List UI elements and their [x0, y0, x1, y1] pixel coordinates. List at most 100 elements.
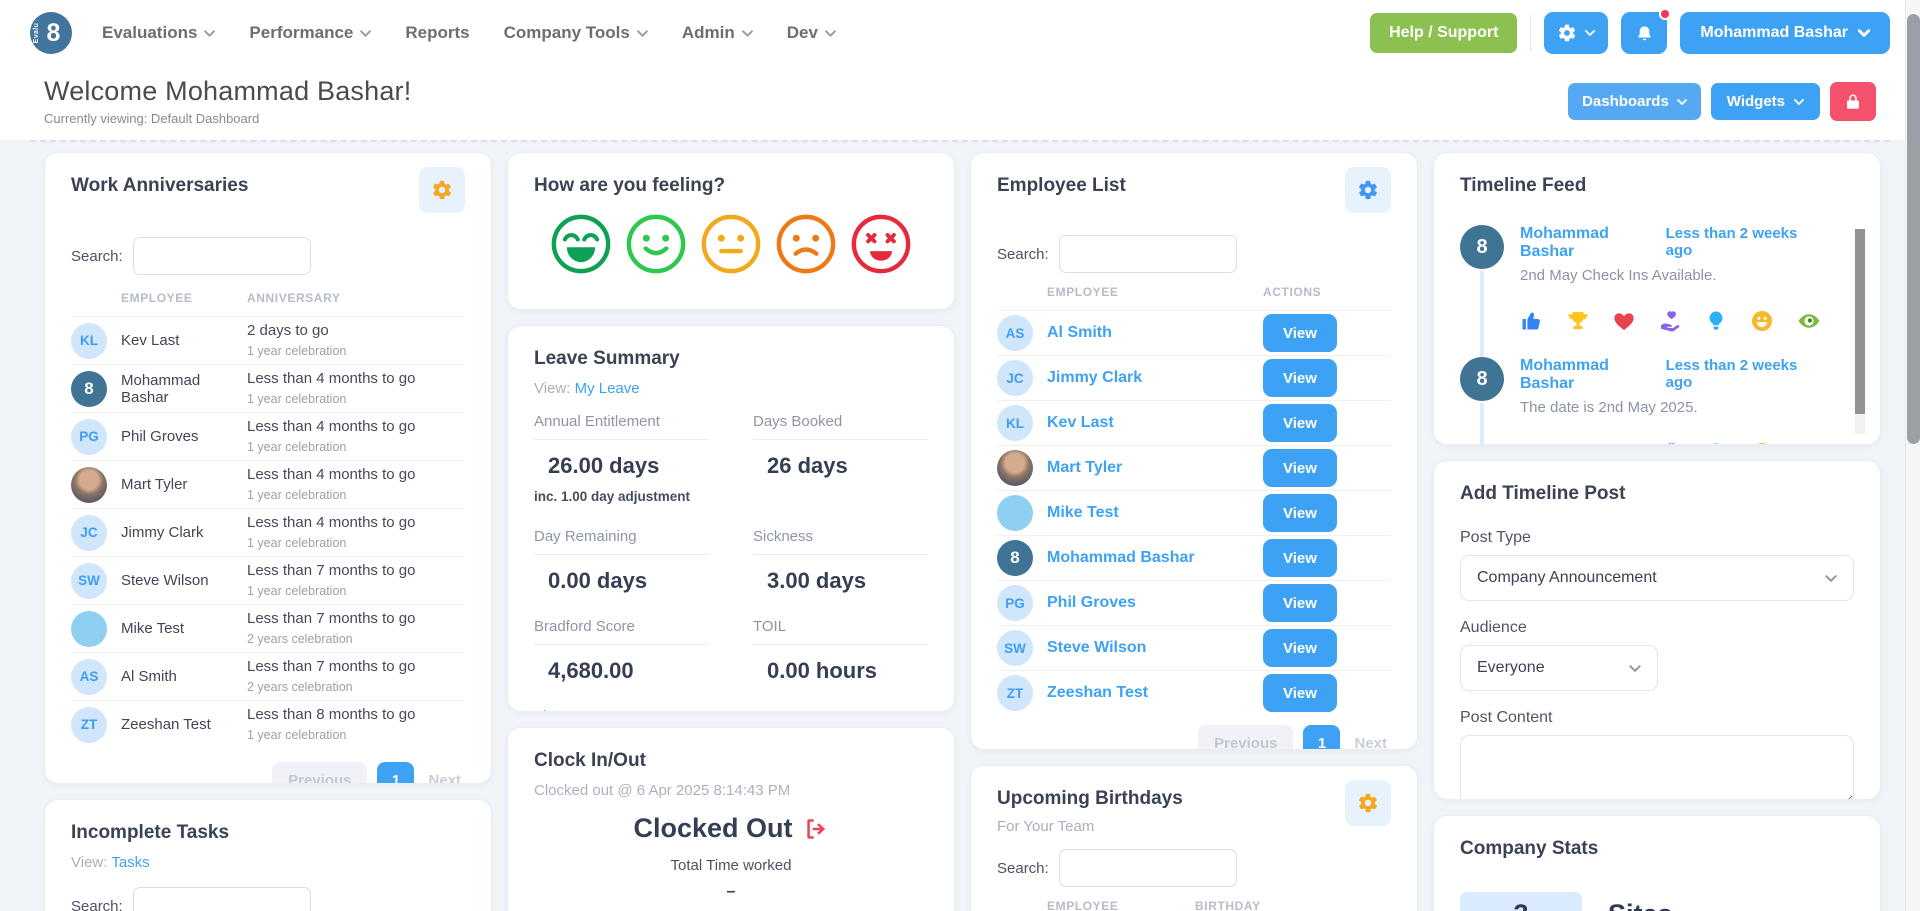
search-input[interactable]: [1058, 235, 1237, 273]
help-support-button[interactable]: Help / Support: [1370, 13, 1518, 53]
previous-page-button[interactable]: Previous: [1198, 725, 1294, 749]
anniversary-cell: Less than 4 months to go 1 year celebrati…: [247, 514, 416, 550]
nav-menu-item[interactable]: Evaluations: [102, 23, 216, 43]
column-4: Timeline Feed 8 Mohammad Bashar Less tha…: [1433, 152, 1881, 911]
search-label: Search:: [71, 897, 123, 911]
notification-dot: [1659, 8, 1672, 20]
table-row: JC Jimmy Clark View: [997, 355, 1391, 400]
settings-menu-button[interactable]: [1544, 12, 1609, 54]
employee-name-link[interactable]: Al Smith: [1047, 324, 1112, 341]
post-reactions: [1520, 309, 1826, 333]
table-row: Mike Test Less than 7 months to go 2 year…: [71, 604, 465, 652]
view-employee-button[interactable]: View: [1263, 629, 1337, 667]
nav-menu-item[interactable]: Performance: [249, 23, 372, 43]
table-row: PG Phil Groves View: [997, 580, 1391, 625]
employee-name: Al Smith: [121, 668, 177, 685]
thumbs-up-icon[interactable]: [1520, 309, 1544, 333]
tasks-link[interactable]: Tasks: [111, 854, 150, 871]
view-employee-button[interactable]: View: [1263, 359, 1337, 397]
view-employee-button[interactable]: View: [1263, 584, 1337, 622]
avatar: KL: [71, 322, 107, 359]
anniversary-cell: Less than 7 months to go 2 years celebrat…: [247, 610, 416, 646]
page-scrollbar-thumb[interactable]: [1907, 14, 1920, 444]
laugh-icon[interactable]: [1750, 309, 1774, 333]
view-employee-button[interactable]: View: [1263, 539, 1337, 577]
care-icon[interactable]: [1658, 441, 1682, 444]
heart-icon[interactable]: [1612, 309, 1636, 333]
view-employee-button[interactable]: View: [1263, 404, 1337, 442]
chevron-down-icon: [825, 29, 836, 37]
employee-name-link[interactable]: Kev Last: [1047, 414, 1114, 431]
trophy-icon[interactable]: [1566, 309, 1590, 333]
view-employee-button[interactable]: View: [1263, 494, 1337, 532]
avatar: ZT: [997, 675, 1033, 711]
employee-name-link[interactable]: Zeeshan Test: [1047, 684, 1149, 701]
eye-icon[interactable]: [1796, 309, 1822, 333]
mood-card: How are you feeling?: [507, 152, 955, 310]
post-type-select[interactable]: Company Announcement: [1460, 555, 1854, 601]
nav-menu-item[interactable]: Dev: [787, 23, 836, 43]
view-employee-button[interactable]: View: [1263, 449, 1337, 487]
laugh-icon[interactable]: [1750, 441, 1774, 444]
card-title: Add Timeline Post: [1460, 483, 1626, 504]
employee-name-link[interactable]: Mohammad Bashar: [1047, 549, 1195, 566]
page-number-button[interactable]: 1: [377, 762, 415, 783]
mood-happy-icon[interactable]: [625, 213, 687, 275]
next-page-button[interactable]: Next: [428, 772, 461, 784]
mood-very-happy-icon[interactable]: [550, 213, 612, 275]
post-author-link[interactable]: Mohammad Bashar: [1520, 225, 1609, 260]
view-employee-button[interactable]: View: [1263, 314, 1337, 352]
employee-name: Mike Test: [121, 620, 185, 637]
widgets-button[interactable]: Widgets: [1710, 83, 1820, 120]
widget-settings-button[interactable]: [1345, 780, 1391, 826]
care-icon[interactable]: [1658, 309, 1682, 333]
next-page-button[interactable]: Next: [1354, 735, 1387, 750]
employee-name-link[interactable]: Mike Test: [1047, 504, 1119, 521]
audience-select[interactable]: Everyone: [1460, 645, 1658, 691]
search-input[interactable]: [132, 237, 311, 275]
lightbulb-icon[interactable]: [1704, 441, 1728, 444]
employee-name-link[interactable]: Steve Wilson: [1047, 639, 1147, 656]
table-row: AS Al Smith Less than 7 months to go 2 ye…: [71, 652, 465, 700]
trophy-icon[interactable]: [1566, 441, 1590, 444]
mood-neutral-icon[interactable]: [700, 213, 762, 275]
table-row: ZT Zeeshan Test Less than 8 months to go…: [71, 700, 465, 748]
lock-dashboard-button[interactable]: [1830, 82, 1876, 121]
employee-name-link[interactable]: Jimmy Clark: [1047, 369, 1143, 386]
my-leave-link[interactable]: My Leave: [574, 380, 640, 397]
employee-name-link[interactable]: Mart Tyler: [1047, 459, 1123, 476]
eye-icon[interactable]: [1796, 441, 1822, 444]
timeline-scrollbar-thumb[interactable]: [1855, 229, 1865, 414]
thumbs-up-icon[interactable]: [1520, 441, 1544, 444]
previous-page-button[interactable]: Previous: [272, 762, 368, 783]
dashboards-button[interactable]: Dashboards: [1568, 83, 1701, 120]
upcoming-birthdays-card: Upcoming Birthdays For Your Team Search:…: [970, 765, 1418, 911]
avatar: [71, 466, 107, 503]
nav-menu-item[interactable]: Admin: [682, 23, 753, 43]
app-logo[interactable]: Evalu 8: [30, 12, 72, 54]
post-content-textarea[interactable]: [1460, 735, 1854, 799]
card-subtitle: For Your Team: [997, 818, 1095, 835]
page-scrollbar[interactable]: [1905, 0, 1920, 911]
page-number-button[interactable]: 1: [1303, 725, 1341, 749]
notifications-button[interactable]: [1621, 8, 1672, 54]
widget-settings-button[interactable]: [419, 167, 465, 213]
nav-menu-item[interactable]: Company Tools: [504, 23, 648, 43]
nav-menu-item[interactable]: Reports: [405, 23, 470, 42]
post-author-link[interactable]: Mohammad Bashar: [1520, 357, 1609, 392]
mood-angry-icon[interactable]: [850, 213, 912, 275]
search-input[interactable]: [1058, 849, 1237, 887]
mood-sad-icon[interactable]: [775, 213, 837, 275]
user-menu-button[interactable]: Mohammad Bashar: [1680, 12, 1890, 54]
anniversaries-table: KL Kev Last 2 days to go 1 year celebrati…: [71, 316, 465, 748]
pagination: Previous 1 Next: [71, 762, 465, 784]
widget-settings-button[interactable]: [1345, 167, 1391, 213]
search-input[interactable]: [132, 887, 311, 911]
avatar: AS: [997, 315, 1033, 351]
employee-name-link[interactable]: Phil Groves: [1047, 594, 1136, 611]
view-employee-button[interactable]: View: [1263, 674, 1337, 712]
avatar: SW: [997, 630, 1033, 666]
lightbulb-icon[interactable]: [1704, 309, 1728, 333]
table-row: Mike Test View: [997, 490, 1391, 535]
heart-icon[interactable]: [1612, 441, 1636, 444]
